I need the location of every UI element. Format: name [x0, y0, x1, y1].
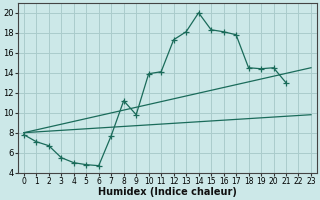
X-axis label: Humidex (Indice chaleur): Humidex (Indice chaleur) [98, 187, 237, 197]
